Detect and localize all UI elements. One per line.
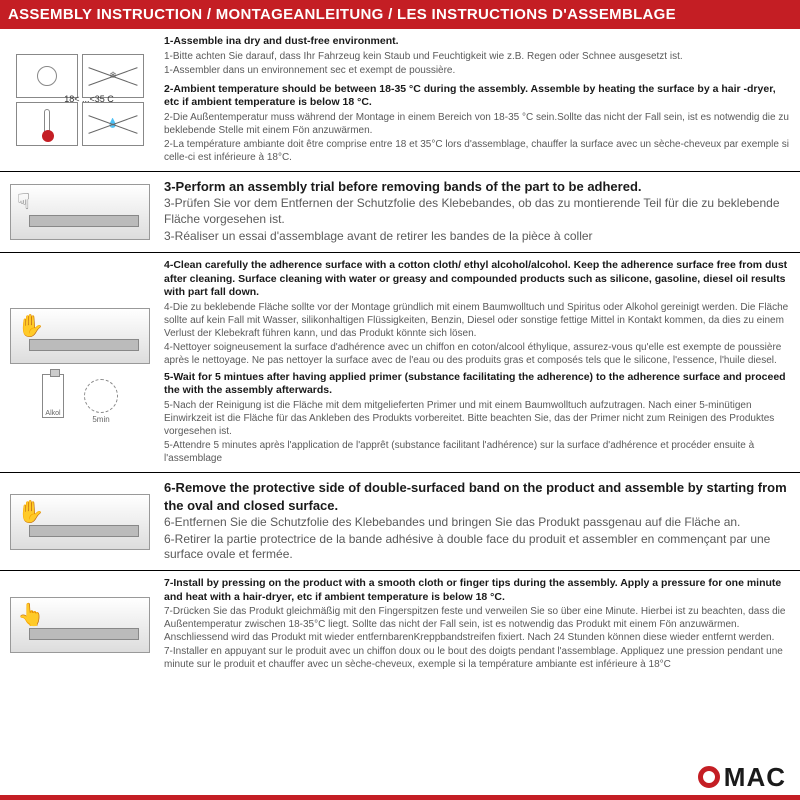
step-1-en: 1-Assemble ina dry and dust-free environ…	[164, 35, 790, 49]
brand-logo: MAC	[698, 762, 786, 793]
row-3-illustration: ✋ Alkol 5min	[0, 253, 160, 472]
step-1-de: 1-Bitte achten Sie darauf, dass Ihr Fahr…	[164, 50, 790, 63]
clock-icon: 5min	[84, 379, 118, 413]
step-5-en: 5-Wait for 5 mintues after having applie…	[164, 371, 790, 398]
press-diagram-icon: 👆	[10, 597, 150, 653]
row-5-text: 7-Install by pressing on the product wit…	[160, 571, 800, 678]
step-4-fr: 4-Nettoyer soigneusement la surface d'ad…	[164, 341, 790, 367]
step-1-fr: 1-Assembler dans un environnement sec et…	[164, 64, 790, 77]
row-1-illustration: ❄ 💧 18< ...<35 C	[0, 29, 160, 171]
row-1: ❄ 💧 18< ...<35 C 1-Assemble ina dry and …	[0, 29, 800, 172]
row-4-text: 6-Remove the protective side of double-s…	[160, 473, 800, 570]
footer: MAC	[0, 754, 800, 800]
row-5-illustration: 👆	[0, 571, 160, 678]
step-7-en: 7-Install by pressing on the product wit…	[164, 577, 790, 604]
thermometer-icon	[16, 102, 78, 146]
footer-accent-line	[0, 795, 800, 800]
step-3-en: 3-Perform an assembly trial before remov…	[164, 178, 790, 196]
peel-diagram-icon: ✋	[10, 494, 150, 550]
step-3-fr: 3-Réaliser un essai d'assemblage avant d…	[164, 229, 790, 245]
step-2-en: 2-Ambient temperature should be between …	[164, 83, 790, 110]
header-title: ASSEMBLY INSTRUCTION / MONTAGEANLEITUNG …	[0, 0, 800, 29]
step-7-de: 7-Drücken Sie das Produkt gleichmäßig mi…	[164, 605, 790, 644]
rain-icon: ❄	[82, 54, 144, 98]
step-5-fr: 5-Attendre 5 minutes après l'application…	[164, 439, 790, 465]
temp-range-label: 18< ...<35 C	[64, 94, 114, 104]
bottle-icon: Alkol	[42, 374, 64, 418]
clock-label: 5min	[92, 415, 109, 424]
step-2-fr: 2-La température ambiante doit être comp…	[164, 138, 790, 164]
row-3: ✋ Alkol 5min 4-Clean carefully the adher…	[0, 253, 800, 473]
step-7-fr: 7-Installer en appuyant sur le produit a…	[164, 645, 790, 671]
no-water-icon: 💧	[82, 102, 144, 146]
sill-diagram-icon: ☟	[10, 184, 150, 240]
row-1-text: 1-Assemble ina dry and dust-free environ…	[160, 29, 800, 171]
step-5-de: 5-Nach der Reinigung ist die Fläche mit …	[164, 399, 790, 438]
row-2: ☟ 3-Perform an assembly trial before rem…	[0, 172, 800, 253]
row-2-text: 3-Perform an assembly trial before remov…	[160, 172, 800, 252]
instruction-rows: ❄ 💧 18< ...<35 C 1-Assemble ina dry and …	[0, 29, 800, 678]
row-4: ✋ 6-Remove the protective side of double…	[0, 473, 800, 571]
logo-text: MAC	[724, 762, 786, 793]
sun-icon	[16, 54, 78, 98]
logo-o-icon	[698, 766, 720, 788]
step-3-de: 3-Prüfen Sie vor dem Entfernen der Schut…	[164, 196, 790, 227]
step-4-en: 4-Clean carefully the adherence surface …	[164, 259, 790, 300]
bottle-label: Alkol	[45, 410, 60, 417]
row-2-illustration: ☟	[0, 172, 160, 252]
step-2-de: 2-Die Außentemperatur muss während der M…	[164, 111, 790, 137]
step-6-de: 6-Entfernen Sie die Schutzfolie des Kleb…	[164, 515, 790, 531]
step-6-en: 6-Remove the protective side of double-s…	[164, 479, 790, 514]
step-6-fr: 6-Retirer la partie protectrice de la ba…	[164, 532, 790, 563]
row-3-text: 4-Clean carefully the adherence surface …	[160, 253, 800, 472]
row-4-illustration: ✋	[0, 473, 160, 570]
clean-diagram-icon: ✋	[10, 308, 150, 364]
row-5: 👆 7-Install by pressing on the product w…	[0, 571, 800, 678]
step-4-de: 4-Die zu beklebende Fläche sollte vor de…	[164, 301, 790, 340]
